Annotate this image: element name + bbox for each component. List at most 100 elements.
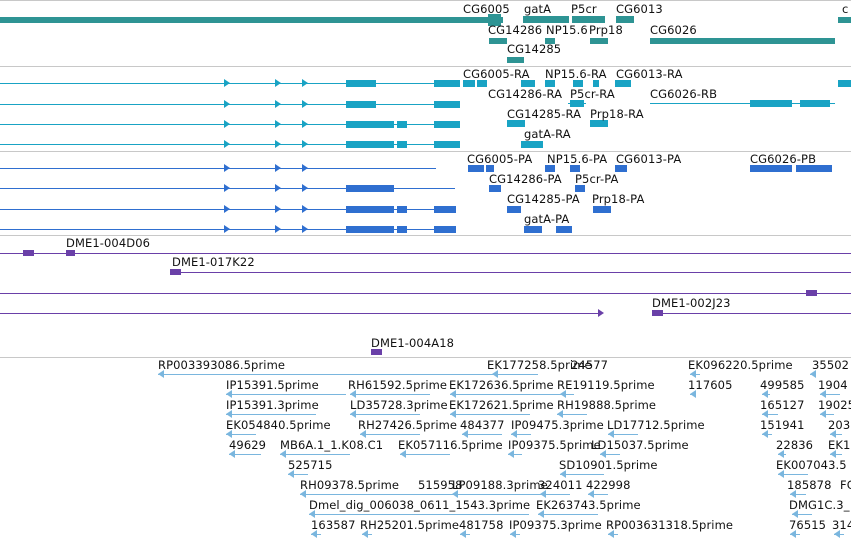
- feature-label[interactable]: Dmel_dig_006038_0611_1543.3prime: [309, 498, 531, 512]
- feature-label[interactable]: 324011: [538, 478, 583, 492]
- feature-label[interactable]: RE19119.5prime: [557, 378, 655, 392]
- clone-line[interactable]: [170, 272, 851, 273]
- gene-label[interactable]: CG14285: [507, 42, 562, 56]
- gene-label[interactable]: CG6013: [616, 2, 663, 16]
- feature-label[interactable]: SD10901.5prime: [559, 458, 658, 472]
- est-line[interactable]: [778, 474, 808, 475]
- gene-label[interactable]: Prp18: [589, 23, 623, 37]
- exon[interactable]: [615, 165, 627, 172]
- clone-feature[interactable]: [23, 250, 34, 256]
- gene-label[interactable]: CG6026: [650, 23, 697, 37]
- est-line[interactable]: [300, 494, 550, 495]
- exon[interactable]: [346, 226, 394, 233]
- exon[interactable]: [593, 206, 611, 213]
- feature-label[interactable]: RP003393086.5prime: [158, 358, 286, 372]
- est-line[interactable]: [540, 494, 570, 495]
- feature-label[interactable]: 76515: [789, 518, 827, 532]
- est-line[interactable]: [452, 494, 482, 495]
- est-line[interactable]: [830, 454, 842, 455]
- exon[interactable]: [463, 80, 475, 87]
- est-line[interactable]: [511, 434, 531, 435]
- exon[interactable]: [524, 226, 542, 233]
- feature-label[interactable]: RH61592.5prime: [348, 378, 448, 392]
- feature-label[interactable]: 515958: [418, 478, 463, 492]
- est-line[interactable]: [288, 474, 308, 475]
- est-line[interactable]: [226, 434, 256, 435]
- feature-label[interactable]: RH09378.5prime: [300, 478, 400, 492]
- exon[interactable]: [434, 206, 456, 213]
- feature-label[interactable]: Prp18-PA: [592, 192, 645, 206]
- est-line[interactable]: [792, 514, 812, 515]
- feature-label[interactable]: EK007043.5: [776, 458, 847, 472]
- exon[interactable]: [521, 80, 535, 87]
- est-line[interactable]: [462, 434, 502, 435]
- exon[interactable]: [593, 80, 599, 87]
- est-line[interactable]: [158, 374, 538, 375]
- gene-feature[interactable]: [572, 16, 605, 23]
- feature-label[interactable]: CG6013-PA: [616, 152, 682, 166]
- exon[interactable]: [397, 121, 407, 128]
- gene-feature[interactable]: [523, 16, 569, 23]
- clone-feature[interactable]: [652, 310, 663, 316]
- exon[interactable]: [477, 80, 487, 87]
- est-line[interactable]: [820, 394, 840, 395]
- feature-label[interactable]: 49629: [229, 438, 267, 452]
- exon[interactable]: [570, 165, 580, 172]
- exon[interactable]: [573, 80, 583, 87]
- est-line[interactable]: [762, 414, 778, 415]
- est-line[interactable]: [820, 414, 834, 415]
- exon[interactable]: [397, 206, 407, 213]
- exon[interactable]: [434, 80, 460, 87]
- est-line[interactable]: [492, 374, 532, 375]
- exon[interactable]: [570, 100, 584, 107]
- feature-label[interactable]: EK172621.5prime: [449, 398, 554, 412]
- exon[interactable]: [521, 141, 543, 148]
- feature-label[interactable]: 35502: [812, 358, 850, 372]
- feature-label[interactable]: 481758: [459, 518, 504, 532]
- clone-line[interactable]: [0, 253, 851, 254]
- gene-label[interactable]: c: [842, 2, 849, 16]
- exon[interactable]: [346, 141, 394, 148]
- feature-label[interactable]: LD35728.3prime: [350, 398, 448, 412]
- exon[interactable]: [590, 120, 608, 127]
- clone-line[interactable]: [0, 293, 851, 294]
- gene-feature[interactable]: [616, 16, 634, 23]
- clone-line[interactable]: [652, 313, 851, 314]
- gene-feature[interactable]: [650, 38, 835, 44]
- feature-label[interactable]: 163587: [311, 518, 356, 532]
- exon[interactable]: [346, 121, 394, 128]
- feature-label[interactable]: 165127: [760, 398, 805, 412]
- feature-label[interactable]: IP15391.5prime: [226, 378, 319, 392]
- exon[interactable]: [434, 121, 460, 128]
- exon[interactable]: [434, 101, 460, 108]
- feature-label[interactable]: LD15037.5prime: [591, 438, 689, 452]
- clone-feature[interactable]: [66, 250, 75, 256]
- est-line[interactable]: [608, 434, 638, 435]
- clone-label[interactable]: DME1-017K22: [172, 255, 255, 269]
- feature-label[interactable]: 19025: [818, 398, 851, 412]
- feature-label[interactable]: 422998: [586, 478, 631, 492]
- exon[interactable]: [434, 226, 456, 233]
- est-line[interactable]: [309, 514, 529, 515]
- feature-label[interactable]: FC: [840, 478, 851, 492]
- est-line[interactable]: [350, 394, 430, 395]
- est-line[interactable]: [830, 434, 842, 435]
- gene-label[interactable]: gatA: [524, 2, 552, 16]
- feature-label[interactable]: DMG1C.3_: [789, 498, 850, 512]
- feature-label[interactable]: RH19888.5prime: [557, 398, 657, 412]
- exon[interactable]: [486, 165, 494, 172]
- clone-label[interactable]: DME1-002J23: [652, 296, 731, 310]
- intron-line[interactable]: [0, 168, 436, 169]
- exon[interactable]: [507, 206, 521, 213]
- feature-label[interactable]: 117605: [688, 378, 733, 392]
- feature-label[interactable]: CG6026-PB: [750, 152, 817, 166]
- feature-label[interactable]: EK054840.5prime: [226, 418, 331, 432]
- gene-label[interactable]: NP15.6: [546, 23, 588, 37]
- est-line[interactable]: [450, 414, 530, 415]
- feature-label[interactable]: gatA-PA: [524, 212, 570, 226]
- feature-label[interactable]: CG6026-RB: [650, 87, 718, 101]
- gene-feature[interactable]: [489, 38, 507, 44]
- feature-label[interactable]: NP15.6-RA: [545, 67, 607, 81]
- est-line[interactable]: [450, 394, 560, 395]
- est-line[interactable]: [790, 494, 806, 495]
